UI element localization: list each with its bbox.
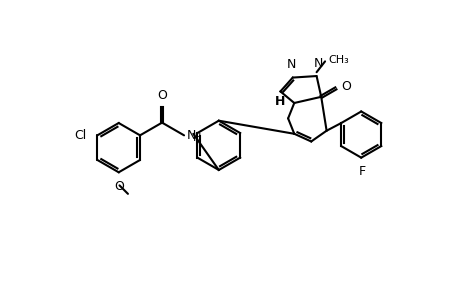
Text: O: O [341,80,350,93]
Text: N: N [286,58,295,71]
Text: H: H [274,95,285,108]
Text: O: O [114,180,124,193]
Text: N: N [313,57,322,70]
Text: O: O [157,89,167,102]
Text: Cl: Cl [74,129,86,142]
Text: N: N [186,129,196,142]
Text: F: F [358,165,365,178]
Text: H: H [192,134,201,143]
Text: CH₃: CH₃ [327,55,348,65]
